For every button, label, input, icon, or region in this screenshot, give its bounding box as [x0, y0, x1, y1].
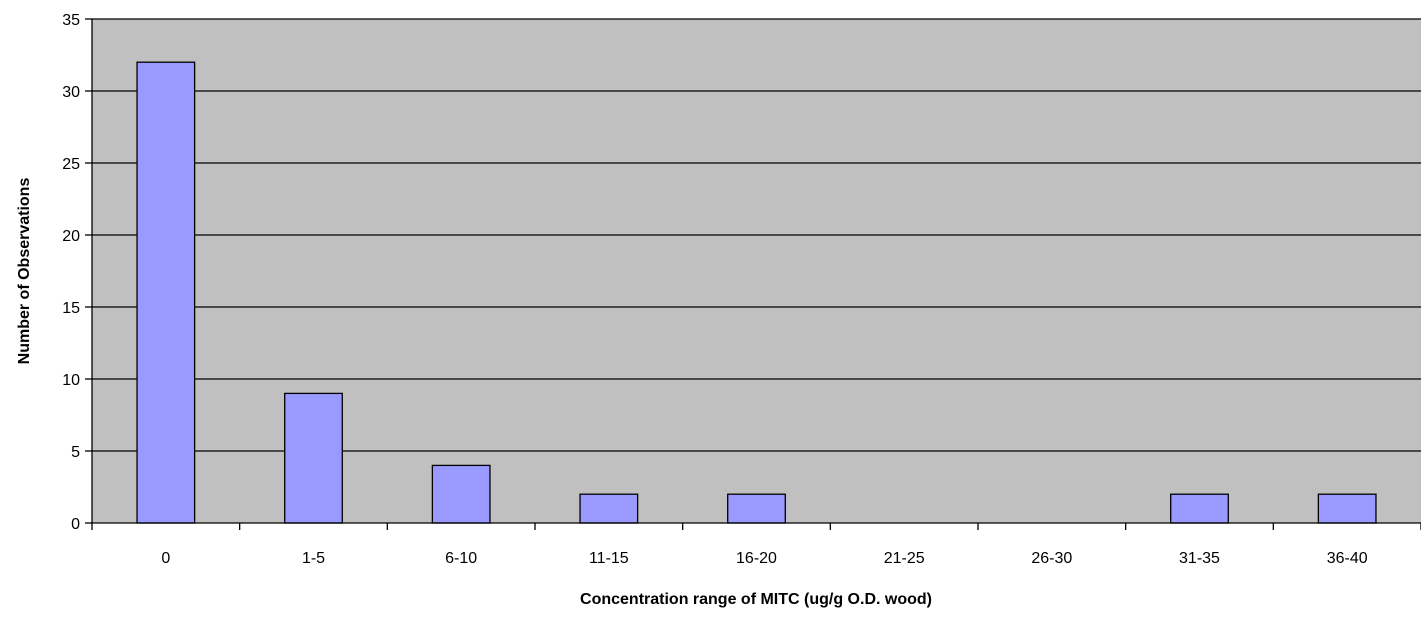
x-tick-label: 21-25	[884, 550, 925, 567]
x-tick-label: 1-5	[302, 550, 325, 567]
bar	[1170, 493, 1229, 524]
y-tick-label: 0	[71, 516, 80, 533]
x-tick-label: 11-15	[589, 550, 629, 567]
bar	[579, 493, 639, 524]
x-tick-label: 6-10	[445, 550, 477, 567]
y-axis: 0 5 10 15 20 25 30 35	[62, 12, 93, 533]
x-tick-label: 31-35	[1179, 550, 1220, 567]
bar	[727, 493, 786, 524]
bar	[284, 392, 343, 524]
y-tick-label: 20	[62, 228, 80, 245]
x-axis: 0 1-5 6-10 11-15 16-20 21-25 26-30 31-35 36-40	[91, 522, 1421, 567]
x-tick-label: 0	[161, 550, 170, 567]
x-tick-label: 36-40	[1327, 550, 1368, 567]
bar	[1317, 493, 1377, 524]
y-tick-label: 35	[62, 12, 80, 29]
x-tick-label: 16-20	[736, 550, 777, 567]
y-tick-label: 30	[62, 84, 80, 101]
y-tick-label: 25	[62, 156, 80, 173]
bar	[136, 61, 196, 524]
y-tick-label: 10	[62, 372, 80, 389]
y-axis-title: Number of Observations	[16, 178, 33, 365]
y-tick-label: 5	[71, 444, 80, 461]
x-axis-title: Concentration range of MITC (ug/g O.D. w…	[580, 591, 932, 608]
y-tick-label: 15	[62, 300, 80, 317]
x-tick-label: 26-30	[1031, 550, 1072, 567]
bar	[431, 464, 491, 524]
